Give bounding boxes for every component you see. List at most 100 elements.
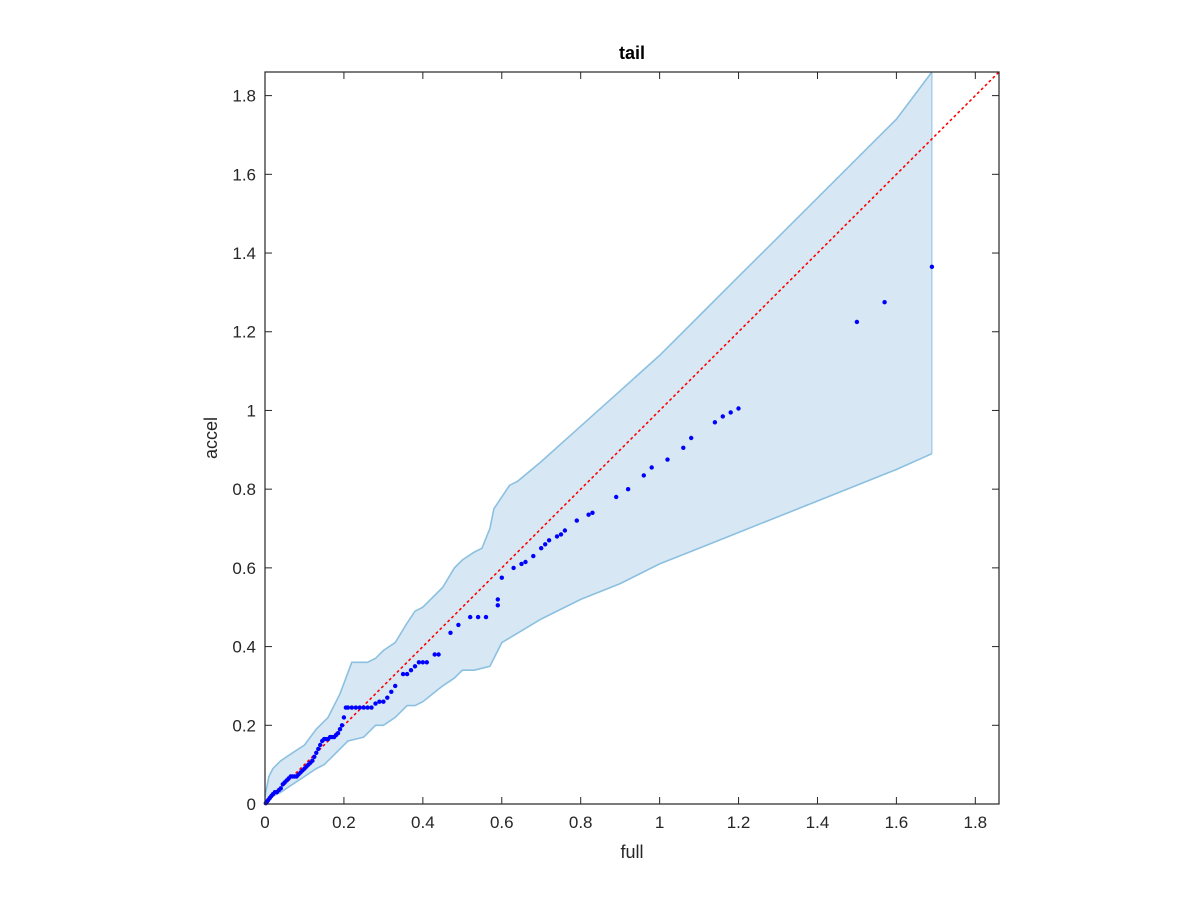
data-point (353, 705, 358, 710)
data-point (665, 457, 670, 462)
data-point (546, 538, 552, 543)
data-point (720, 414, 725, 419)
y-axis-label: accel (201, 417, 221, 459)
data-point (531, 553, 536, 559)
data-point (318, 742, 323, 748)
data-point (408, 668, 414, 673)
reference-line (264, 71, 1000, 805)
data-point (649, 465, 654, 470)
data-point (558, 532, 564, 537)
data-point (420, 660, 425, 665)
data-point (590, 510, 595, 515)
data-point (854, 319, 860, 325)
data-point (495, 603, 500, 608)
data-point (369, 705, 374, 710)
data-point (361, 705, 366, 710)
data-point (278, 786, 283, 791)
y-tick-label: 0.4 (232, 638, 256, 657)
data-point (416, 660, 422, 665)
data-point (495, 597, 500, 602)
data-point (316, 746, 321, 752)
chart-title: tail (619, 43, 645, 63)
data-point (400, 671, 406, 677)
axis-ticks: 0 0.2 0.4 0.6 0.8 1 1.2 1.4 1.6 1.8 0 0.2 0.4 0.6 0.8 1… (232, 72, 999, 832)
data-point (468, 614, 473, 620)
data-point (339, 723, 345, 728)
data-point (681, 445, 686, 450)
data-point (929, 264, 935, 269)
y-tick-label: 1 (247, 401, 256, 420)
x-tick-label: 1.2 (727, 813, 751, 832)
data-point (586, 512, 591, 517)
confidence-band (264, 71, 933, 805)
data-point (381, 699, 386, 704)
data-point (404, 671, 410, 677)
data-point (539, 546, 544, 551)
data-point (337, 727, 343, 732)
data-point (483, 614, 489, 620)
data-point (614, 494, 619, 500)
data-point (562, 528, 568, 533)
data-point (736, 406, 741, 411)
data-point (389, 689, 394, 694)
plot-area-frame (264, 71, 1000, 805)
x-tick-label: 0.4 (411, 813, 435, 832)
data-point (310, 758, 315, 763)
data-point (523, 559, 528, 565)
data-point (882, 300, 887, 305)
data-point (641, 473, 646, 478)
data-point (475, 614, 481, 620)
y-tick-label: 0 (247, 795, 256, 814)
data-point (335, 731, 341, 736)
scatter-points (263, 264, 935, 806)
data-point (436, 652, 441, 657)
y-tick-label: 1.4 (232, 244, 256, 263)
data-point (393, 683, 398, 689)
data-point (385, 695, 390, 700)
data-point (448, 630, 453, 635)
y-tick-label: 0.2 (232, 716, 256, 735)
data-point (373, 701, 378, 706)
x-tick-label: 1 (655, 813, 664, 832)
data-point (341, 715, 347, 720)
band-upper-edge (264, 71, 933, 797)
data-point (424, 660, 429, 665)
y-tick-label: 0.8 (232, 480, 256, 499)
x-tick-label: 1.4 (806, 813, 830, 832)
reference-line-layer (264, 71, 1000, 805)
x-tick-label: 0.2 (332, 813, 356, 832)
data-point (712, 420, 718, 425)
x-tick-label: 1.8 (964, 813, 988, 832)
x-tick-label: 1.6 (885, 813, 909, 832)
y-tick-label: 1.6 (232, 165, 256, 184)
data-point (357, 705, 362, 710)
band-fill (265, 72, 932, 804)
data-point (456, 622, 461, 628)
data-point (312, 754, 317, 759)
data-point (432, 652, 437, 657)
x-tick-label: 0.8 (569, 813, 593, 832)
data-point (365, 705, 370, 710)
data-point (689, 435, 694, 441)
x-tick-label: 0 (260, 813, 269, 832)
y-tick-label: 0.6 (232, 559, 256, 578)
data-point (377, 699, 382, 704)
data-point (511, 565, 516, 571)
band-lower-edge (264, 452, 933, 805)
data-point (314, 750, 319, 755)
x-axis-label: full (620, 842, 643, 862)
y-tick-label: 1.8 (232, 87, 256, 106)
data-point (554, 534, 560, 539)
data-point (499, 575, 504, 580)
data-point (349, 705, 354, 710)
data-point (519, 561, 524, 567)
data-point (625, 487, 631, 492)
data-point (543, 542, 548, 547)
x-tick-label: 0.6 (490, 813, 514, 832)
y-tick-label: 1.2 (232, 323, 256, 342)
data-point (345, 705, 351, 710)
data-point (574, 518, 579, 523)
data-point (728, 410, 733, 415)
